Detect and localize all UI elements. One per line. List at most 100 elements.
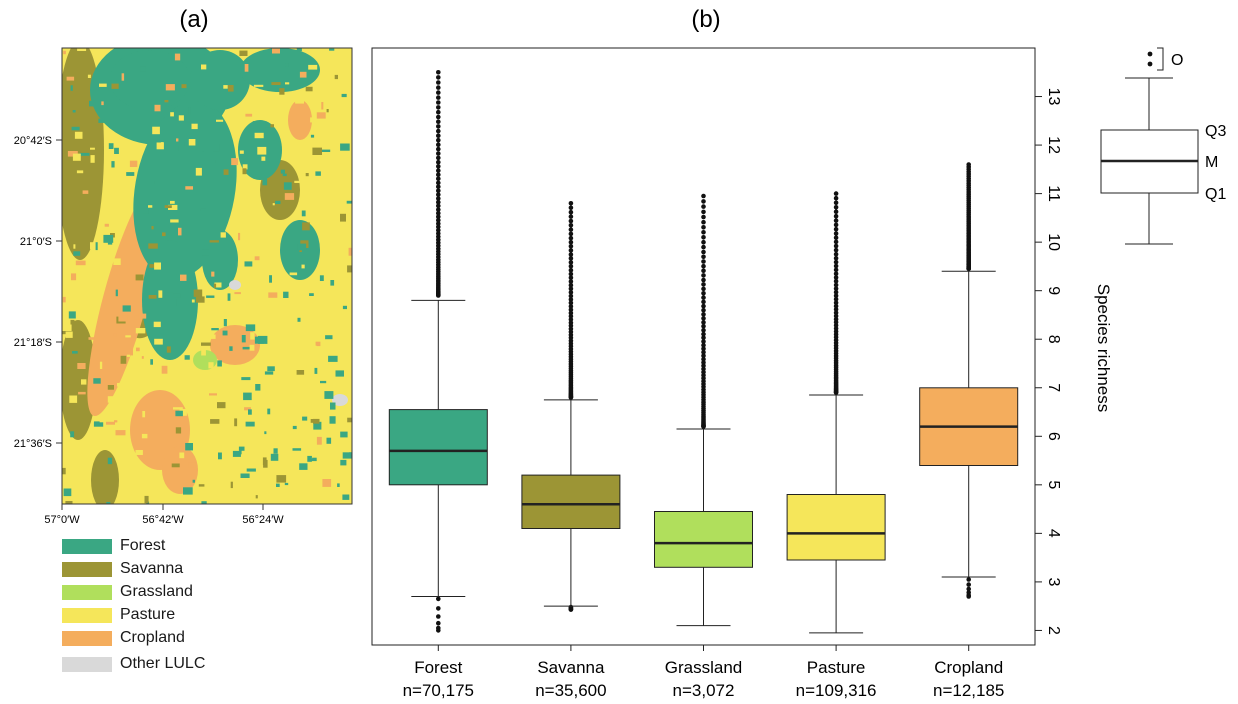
legend-item-other-lulc: Other LULC bbox=[62, 655, 205, 673]
box-cropland bbox=[919, 162, 1019, 599]
outlier-point bbox=[701, 316, 706, 321]
outlier-point bbox=[833, 279, 839, 284]
legend-swatch bbox=[62, 630, 112, 646]
outlier-point bbox=[568, 271, 574, 277]
y-tick-label: 8 bbox=[1045, 335, 1062, 344]
outlier-point bbox=[436, 159, 441, 165]
outlier-point bbox=[568, 304, 574, 309]
outlier-point bbox=[966, 582, 971, 587]
outlier-point bbox=[701, 259, 706, 264]
outlier-point bbox=[701, 230, 706, 235]
outlier-point bbox=[701, 209, 706, 215]
legend-swatch bbox=[62, 607, 112, 623]
outlier-point bbox=[436, 80, 441, 85]
outlier-point bbox=[833, 231, 839, 236]
iqr-box bbox=[786, 494, 886, 561]
outlier-point bbox=[701, 249, 706, 255]
outlier-point bbox=[701, 363, 706, 369]
outlier-point bbox=[833, 239, 839, 245]
y-tick-label: 3 bbox=[1045, 577, 1062, 586]
outlier-point bbox=[436, 100, 441, 105]
y-tick-label: 5 bbox=[1045, 480, 1062, 489]
outlier-point bbox=[701, 235, 706, 240]
outlier-point bbox=[568, 227, 574, 232]
outlier-point bbox=[568, 267, 574, 273]
box-grassland bbox=[654, 193, 753, 627]
outlier-point bbox=[568, 297, 574, 302]
outlier-point bbox=[833, 195, 839, 201]
iqr-box bbox=[388, 409, 488, 486]
outlier-point bbox=[833, 205, 839, 210]
outlier-point bbox=[701, 268, 706, 274]
outlier-point bbox=[833, 259, 839, 265]
outlier-point bbox=[833, 209, 839, 214]
outlier-point bbox=[701, 273, 706, 278]
outlier-point bbox=[436, 210, 441, 216]
outlier-point bbox=[966, 590, 971, 595]
outlier-point bbox=[436, 142, 441, 147]
outlier-point bbox=[833, 289, 839, 295]
key-outlier-point bbox=[1147, 61, 1153, 67]
boxplot-key: O Q3 M Q1 bbox=[1100, 47, 1226, 245]
legend-label: Other LULC bbox=[120, 655, 206, 672]
outlier-point bbox=[701, 219, 706, 225]
legend-item-savanna: Savanna bbox=[62, 560, 183, 578]
outlier-point bbox=[701, 254, 706, 260]
key-outlier-point bbox=[1147, 51, 1153, 57]
outlier-point bbox=[701, 331, 706, 337]
lon-tick-label: 56°42′W bbox=[142, 514, 184, 526]
box-savanna bbox=[521, 201, 621, 612]
outlier-point bbox=[436, 221, 441, 226]
outlier-point bbox=[568, 201, 574, 206]
outlier-point bbox=[568, 317, 574, 322]
outlier-point bbox=[701, 193, 706, 199]
outlier-point bbox=[568, 205, 574, 211]
outlier-point bbox=[436, 70, 441, 75]
outlier-point bbox=[436, 128, 441, 134]
outlier-point bbox=[568, 320, 574, 326]
outlier-point bbox=[701, 291, 706, 296]
outlier-point bbox=[701, 286, 706, 292]
outlier-point bbox=[701, 356, 706, 362]
x-category-label: Forest bbox=[414, 658, 462, 677]
outlier-point bbox=[701, 353, 706, 359]
outlier-point bbox=[701, 303, 706, 309]
outlier-point bbox=[436, 124, 441, 129]
outlier-point bbox=[833, 300, 839, 306]
outlier-point bbox=[833, 213, 839, 219]
outlier-point bbox=[568, 214, 574, 219]
legend-item-grassland: Grassland bbox=[62, 583, 193, 601]
outlier-point bbox=[436, 180, 441, 186]
outlier-point bbox=[833, 226, 839, 232]
outlier-point bbox=[436, 105, 441, 110]
outlier-point bbox=[436, 203, 441, 209]
outlier-point bbox=[436, 199, 441, 205]
outlier-point bbox=[701, 277, 706, 283]
outlier-point bbox=[568, 310, 574, 316]
outlier-point bbox=[436, 231, 441, 236]
boxplot-panel: 2 3 4 5 6 7 8 9 10 11 12 13 Forest n=70,175 Savanna n=… bbox=[371, 47, 1113, 700]
outlier-point bbox=[436, 192, 441, 197]
outlier-point bbox=[701, 320, 706, 325]
outlier-point bbox=[833, 296, 839, 302]
lat-tick-label: 21°36′S bbox=[14, 438, 52, 450]
outlier-point bbox=[436, 606, 441, 611]
x-sample-size-label: n=12,185 bbox=[933, 681, 1004, 700]
outlier-point bbox=[833, 310, 839, 316]
legend-label: Grassland bbox=[120, 583, 193, 600]
legend-swatch bbox=[62, 538, 112, 554]
outlier-point bbox=[833, 247, 839, 253]
legend-item-cropland: Cropland bbox=[62, 629, 185, 647]
outlier-point bbox=[701, 239, 706, 245]
outlier-point bbox=[436, 75, 441, 80]
legend-swatch bbox=[62, 561, 112, 577]
y-tick-label: 12 bbox=[1045, 136, 1062, 154]
outlier-point bbox=[833, 243, 839, 249]
y-tick-label: 2 bbox=[1045, 626, 1062, 635]
key-outlier-bracket bbox=[1157, 47, 1164, 71]
lat-tick-label: 20°42′S bbox=[14, 135, 52, 147]
x-sample-size-label: n=3,072 bbox=[673, 681, 735, 700]
box-pasture bbox=[786, 191, 886, 634]
outlier-point bbox=[833, 200, 839, 206]
x-category-label: Savanna bbox=[537, 658, 605, 677]
